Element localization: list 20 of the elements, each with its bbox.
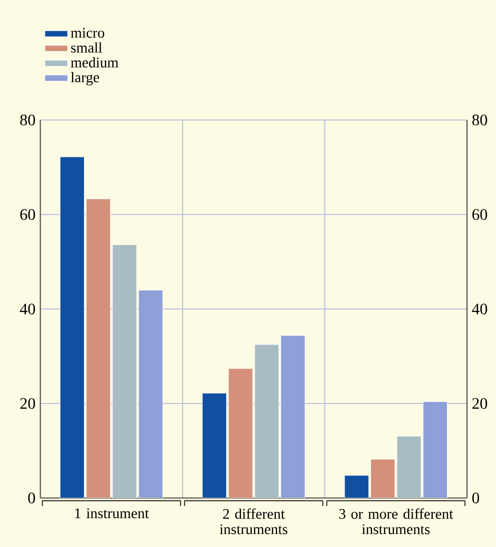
y-tick-label: 20 — [20, 398, 35, 409]
bar — [396, 436, 422, 498]
bar — [254, 344, 279, 498]
y2-tick-label: 20 — [472, 398, 487, 409]
x-tick-label: 3 or more different instruments — [339, 508, 453, 534]
y-tick-label: 60 — [20, 209, 35, 220]
y2-tick-label: 40 — [472, 304, 487, 314]
x-tick-label: 1 instrument — [75, 508, 149, 518]
y-tick-label: 0 — [28, 492, 35, 504]
legend-label: large — [70, 72, 99, 86]
x-tick-label: 2 different instruments — [220, 508, 288, 534]
y-tick-label: 80 — [20, 114, 35, 126]
y2-tick-label: 80 — [472, 114, 487, 126]
bar — [112, 244, 137, 498]
legend-label: micro — [70, 28, 104, 38]
y2-tick-label: 60 — [472, 209, 487, 220]
y2-tick-label: 0 — [472, 492, 479, 504]
legend-label: small — [71, 42, 102, 53]
y-tick-label: 40 — [20, 304, 35, 314]
legend-label: medium — [70, 57, 118, 68]
